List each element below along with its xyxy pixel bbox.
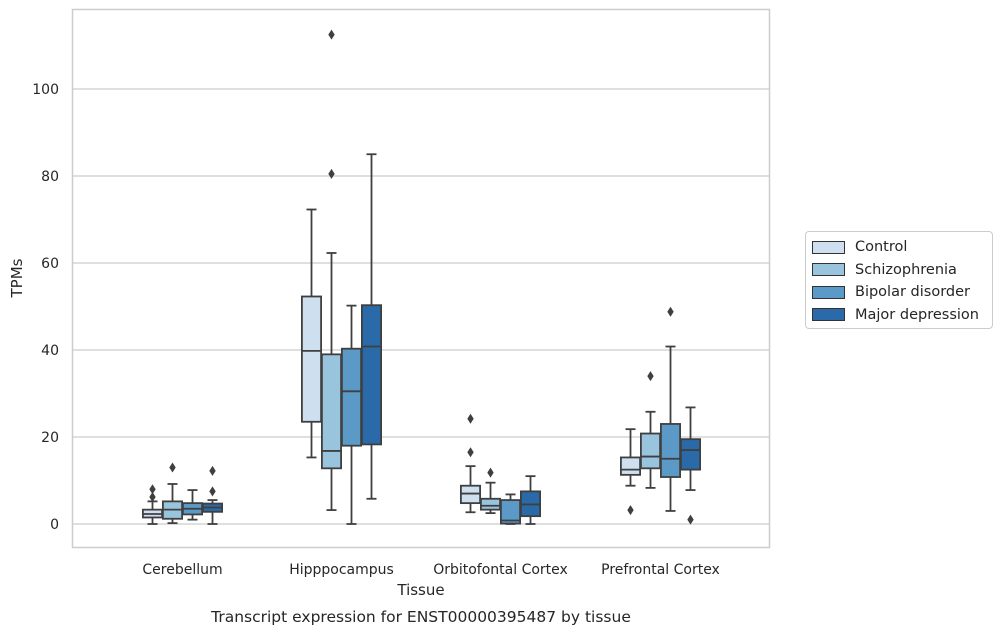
box-element [479, 467, 501, 515]
box-element [640, 371, 662, 489]
box-element [181, 489, 203, 521]
legend-item: Schizophrenia [806, 259, 992, 282]
legend-label: Schizophrenia [855, 261, 957, 278]
box-element [499, 493, 521, 525]
box-element [660, 306, 682, 512]
box-element [340, 304, 362, 525]
box-element [680, 406, 702, 525]
box-element [320, 29, 342, 511]
x-axis-label: Tissue [396, 581, 444, 599]
box-element [620, 428, 642, 516]
legend-swatch [812, 263, 845, 277]
outlier-point [328, 168, 335, 179]
box-element [520, 475, 542, 525]
outlier-point [487, 467, 494, 478]
legend: Control Schizophrenia Bipolar disorder Majo… [805, 231, 993, 329]
box-element [201, 465, 223, 525]
box-iqr [479, 497, 501, 511]
x-tick-label: Cerebellum [142, 562, 222, 578]
box-element [459, 413, 481, 514]
x-tick-labels: Cerebellum Hipppocampus Orbitofontal Corte… [142, 562, 719, 578]
outlier-point [687, 514, 694, 525]
x-tick-label: Hipppocampus [289, 562, 394, 578]
legend-swatch [812, 308, 845, 322]
y-axis-label: TPMs [8, 258, 26, 298]
grid-lines [72, 88, 770, 525]
box-element [300, 208, 322, 459]
outlier-point [667, 306, 674, 317]
y-tick-label: 80 [41, 169, 59, 185]
chart-caption: Transcript expression for ENST0000039548… [210, 608, 631, 626]
outlier-point [467, 413, 474, 424]
outlier-point [209, 486, 216, 497]
legend-swatch [812, 240, 845, 254]
box-iqr [360, 304, 382, 446]
legend-label: Major depression [855, 306, 979, 323]
y-tick-labels: 0 20 40 60 80 100 [32, 82, 59, 533]
outlier-point [169, 462, 176, 473]
legend-item: Major depression [806, 304, 992, 327]
outlier-point [627, 505, 634, 516]
plot-frame [71, 8, 771, 549]
box-element [141, 484, 163, 525]
outlier-point [209, 465, 216, 476]
y-tick-label: 0 [50, 517, 59, 533]
legend-item: Control [806, 236, 992, 259]
box-iqr [620, 456, 642, 476]
outlier-point [149, 484, 156, 495]
outlier-point [149, 492, 156, 503]
y-tick-label: 100 [32, 82, 59, 98]
box-iqr [660, 423, 682, 478]
box-iqr [340, 347, 362, 447]
legend-item: Bipolar disorder [806, 281, 992, 304]
legend-label: Bipolar disorder [855, 284, 970, 301]
box-iqr [300, 295, 322, 423]
y-tick-label: 20 [41, 430, 59, 446]
legend-swatch [812, 285, 845, 299]
box-element [360, 153, 382, 500]
box-layer [141, 29, 702, 525]
outlier-point [467, 447, 474, 458]
y-tick-label: 60 [41, 256, 59, 272]
outlier-point [328, 29, 335, 40]
outlier-point [647, 371, 654, 382]
y-tick-label: 40 [41, 343, 59, 359]
box-iqr [640, 432, 662, 470]
legend-label: Control [855, 239, 908, 256]
x-tick-label: Prefrontal Cortex [601, 562, 720, 578]
box-iqr [680, 438, 702, 471]
box-element [161, 462, 183, 525]
x-tick-label: Orbitofontal Cortex [433, 562, 568, 578]
